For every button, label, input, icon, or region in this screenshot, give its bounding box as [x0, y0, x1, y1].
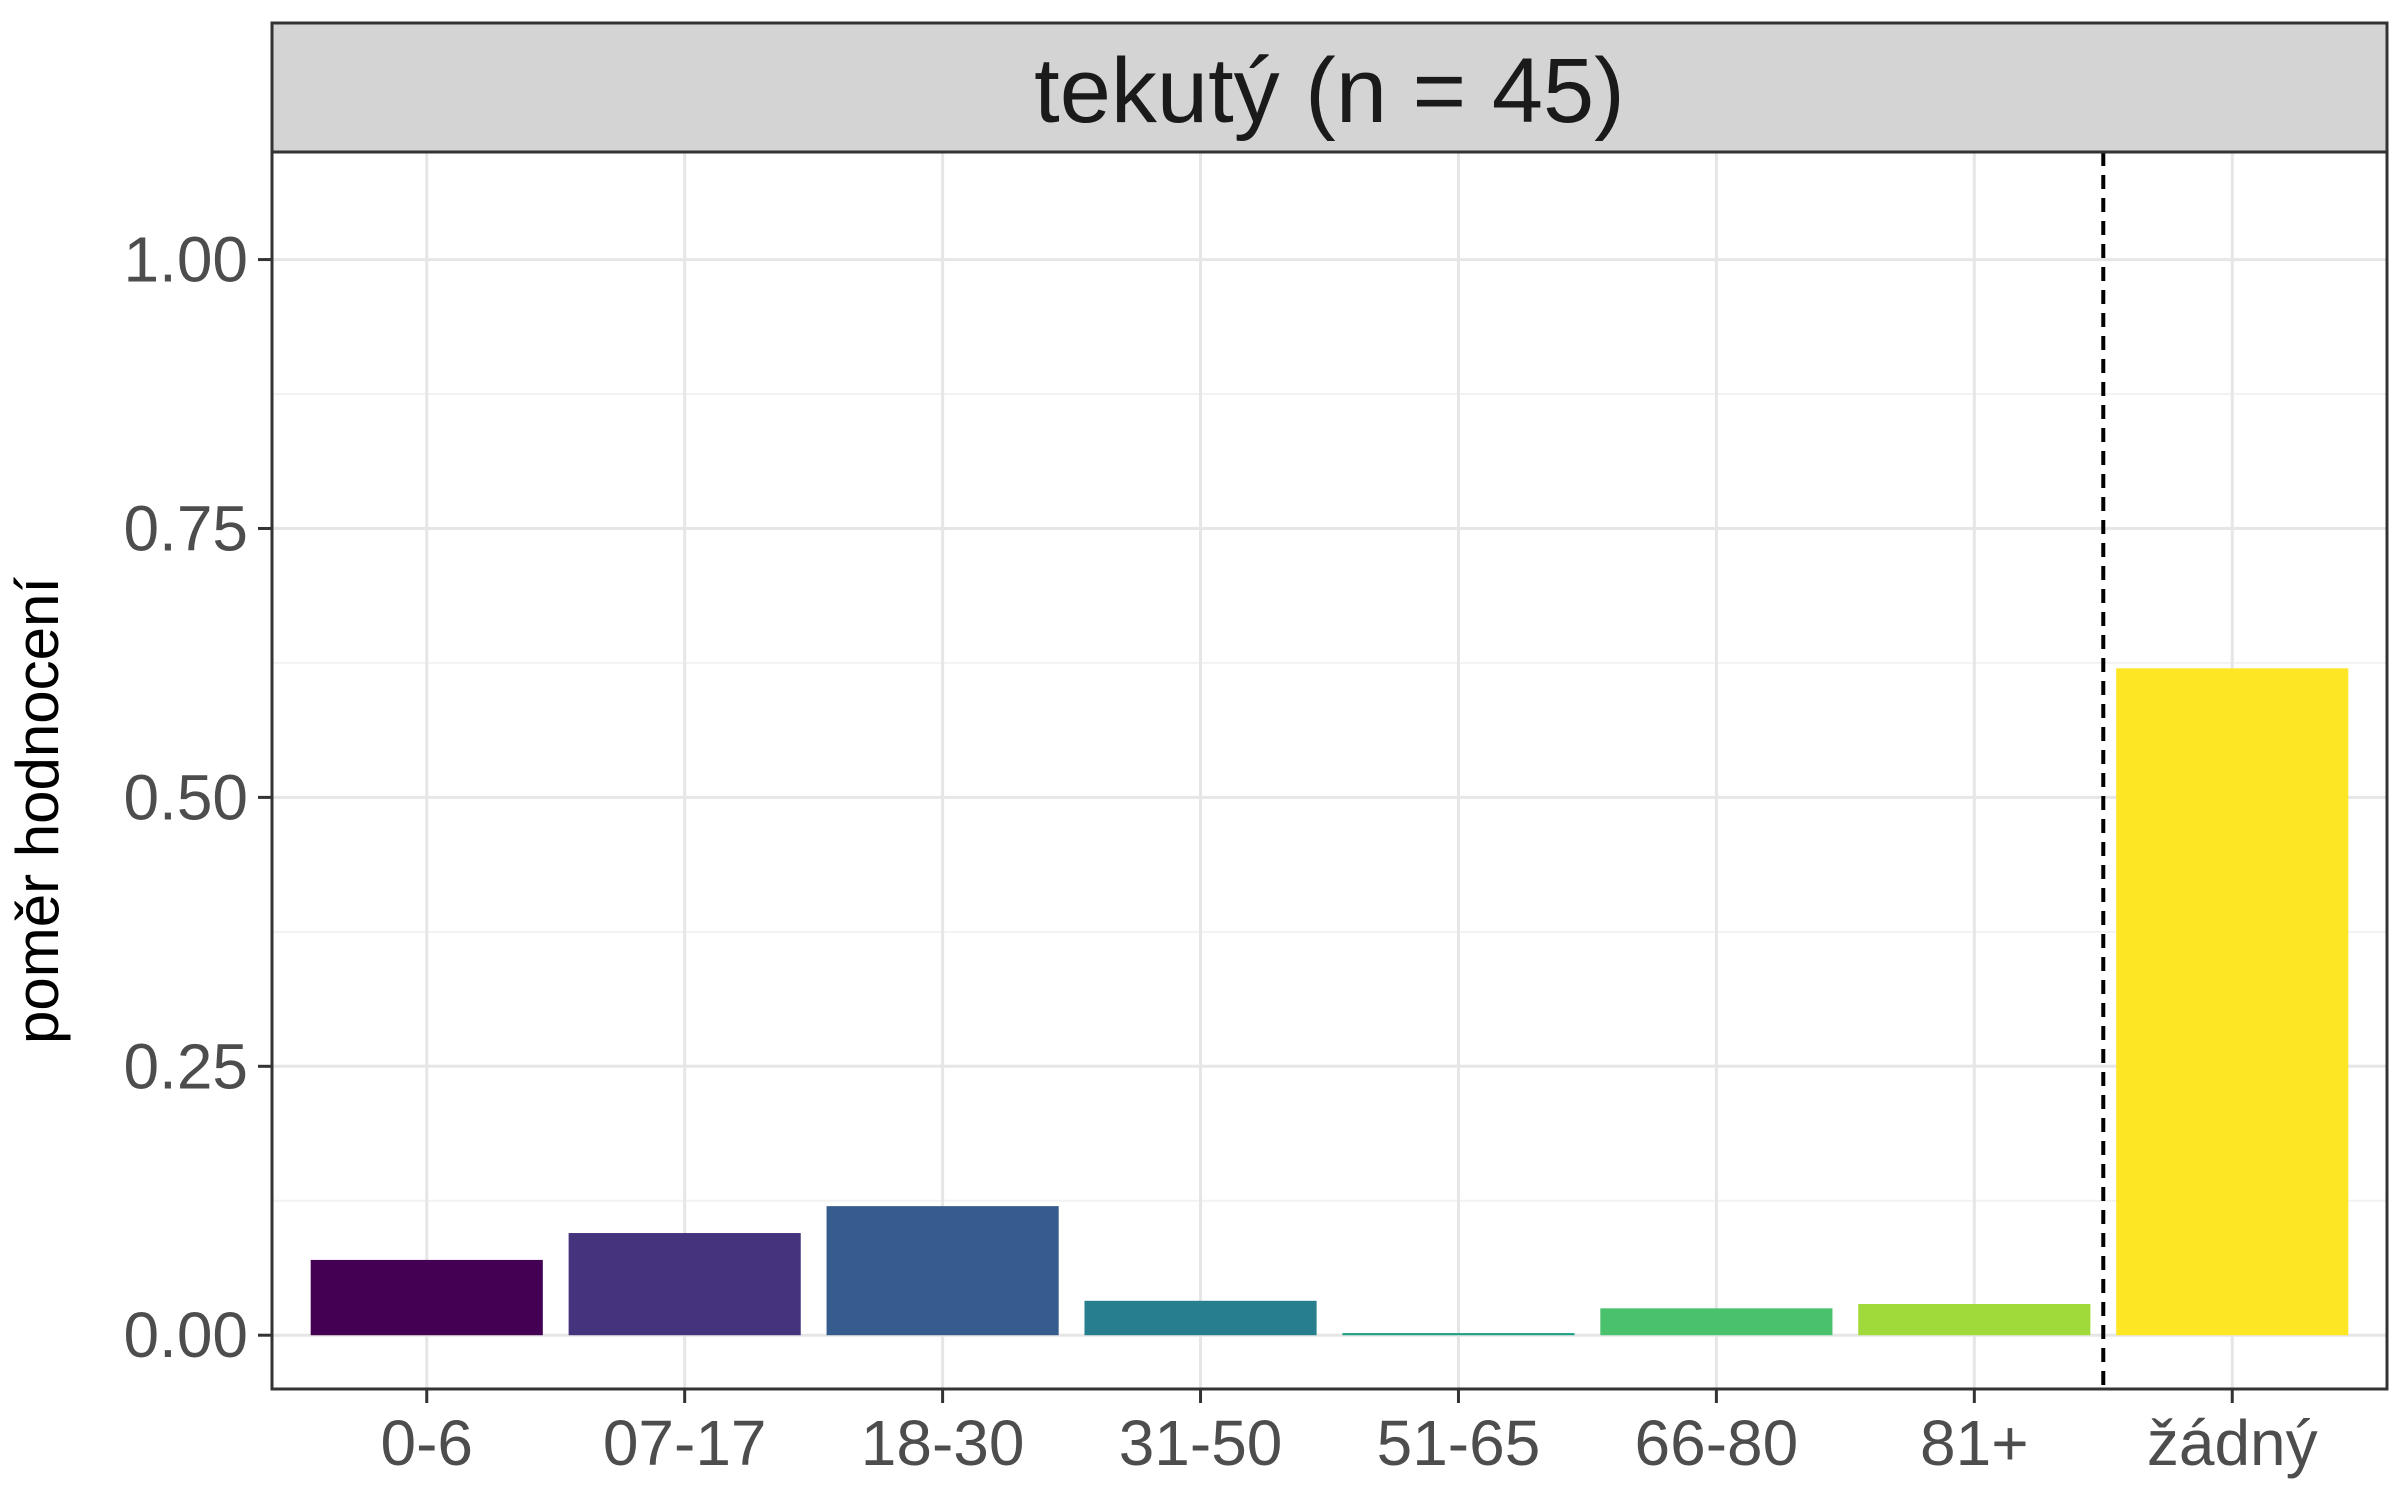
y-tick-label: 0.50 [123, 761, 248, 833]
x-tick-label: 66-80 [1635, 1407, 1799, 1479]
bar [826, 1206, 1059, 1336]
y-tick-label: 1.00 [123, 224, 248, 296]
y-tick-label: 0.75 [123, 492, 248, 564]
bar [1858, 1304, 2091, 1336]
x-tick-label: 81+ [1920, 1407, 2029, 1479]
x-axis: 0-6 07-17 18-30 31-50 51-65 66-80 81+ žádný [381, 1389, 2318, 1479]
x-tick-label: 31-50 [1119, 1407, 1283, 1479]
x-tick-label: žádný [2147, 1407, 2318, 1479]
y-axis: 0.00 0.25 0.50 0.75 1.00 [123, 224, 272, 1371]
bar [568, 1233, 801, 1336]
bar [1600, 1308, 1833, 1336]
x-tick-label: 07-17 [603, 1407, 767, 1479]
facet-strip: tekutý (n = 45) [270, 21, 2389, 154]
facet-title: tekutý (n = 45) [1034, 40, 1625, 142]
x-tick-label: 51-65 [1377, 1407, 1541, 1479]
bar [1084, 1300, 1317, 1336]
y-tick-label: 0.25 [123, 1030, 248, 1102]
x-tick-label: 18-30 [861, 1407, 1025, 1479]
bar [310, 1259, 543, 1336]
grid-lines [272, 152, 2387, 1389]
bar [2116, 668, 2349, 1336]
panel-border [270, 150, 2389, 1391]
bar [1342, 1333, 1575, 1336]
y-axis-title: poměr hodnocení [4, 577, 71, 1044]
bars [310, 668, 2349, 1336]
facet-strip-background [270, 21, 2389, 154]
y-tick-label: 0.00 [123, 1299, 248, 1371]
x-tick-label: 0-6 [381, 1407, 474, 1479]
